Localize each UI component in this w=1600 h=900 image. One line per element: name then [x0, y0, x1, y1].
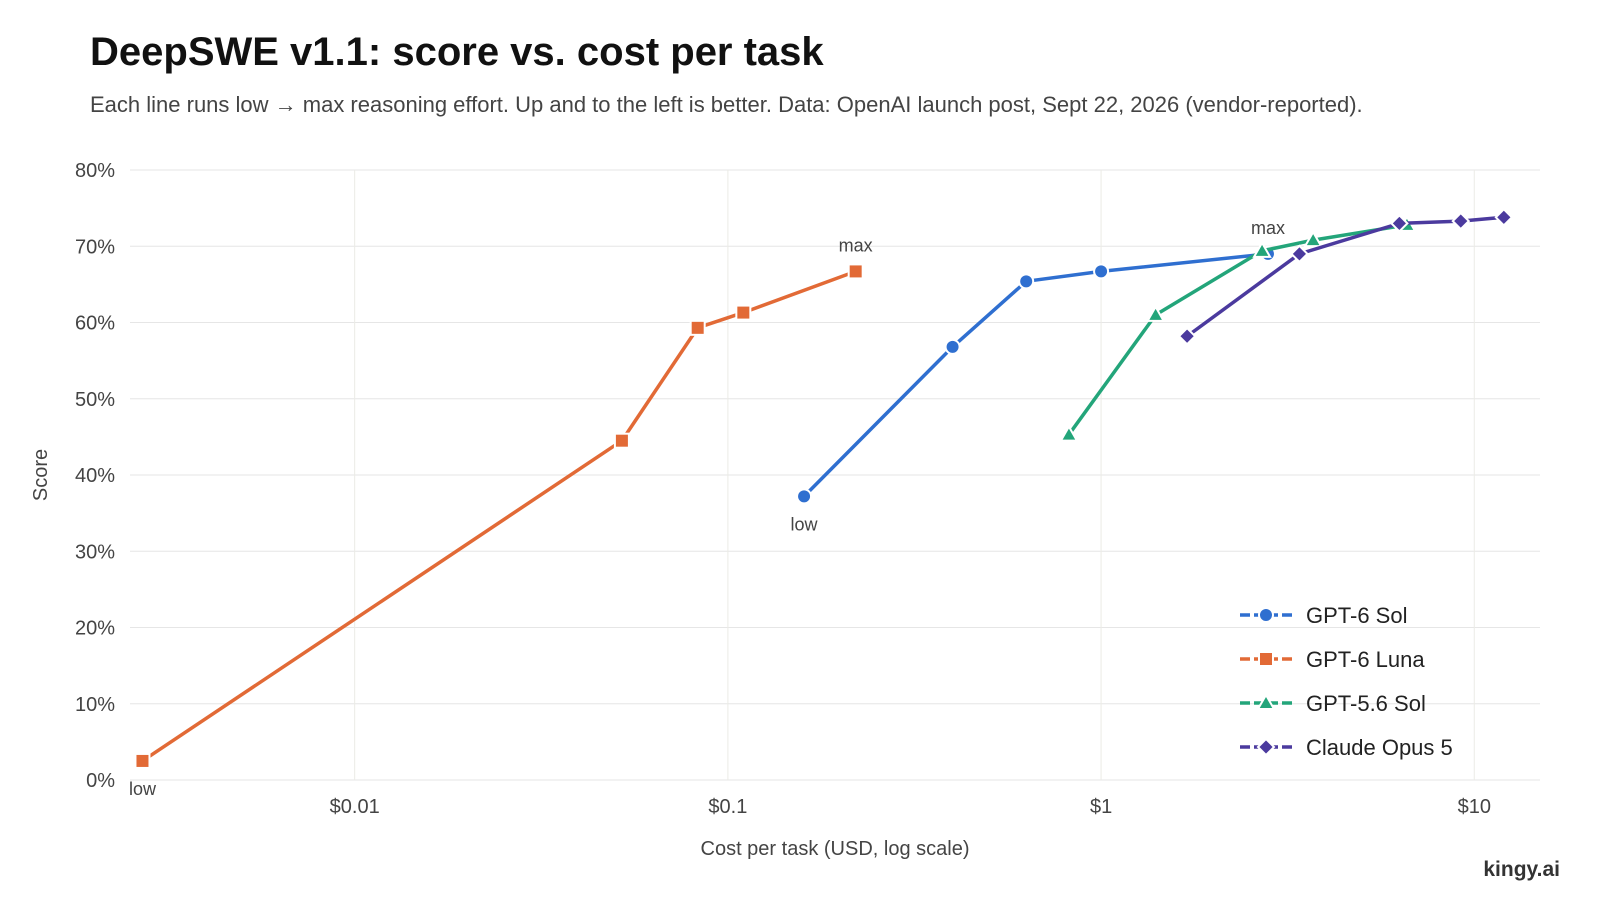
grid-layer [130, 169, 1540, 781]
data-point [1177, 326, 1197, 346]
x-axis-title: Cost per task (USD, log scale) [701, 838, 970, 860]
annotation-max: max [839, 235, 873, 255]
y-tick-label: 0% [86, 770, 115, 792]
legend-swatch-marker [1256, 737, 1276, 757]
legend-label: GPT-5.6 Sol [1306, 691, 1426, 716]
series-gpt-6-luna [134, 263, 864, 769]
data-point [1494, 207, 1514, 227]
legend-swatch-marker [1256, 692, 1276, 710]
data-point [1290, 244, 1309, 264]
watermark: kingy.ai [1483, 858, 1560, 881]
legend-label: GPT-6 Sol [1306, 603, 1407, 628]
y-tick-label: 60% [75, 313, 115, 335]
annotation-layer: low max low max [129, 218, 1285, 799]
data-point [1303, 230, 1323, 248]
data-point [1451, 211, 1471, 231]
y-tick-label: 70% [75, 236, 115, 258]
y-tick-label: 20% [75, 618, 115, 640]
series-claude-opus-5 [1177, 207, 1514, 346]
series-line [140, 269, 858, 763]
x-tick-label: $0.01 [330, 796, 380, 818]
data-point [796, 488, 813, 505]
data-point [847, 263, 864, 280]
data-point [1252, 240, 1272, 258]
data-point [1389, 213, 1409, 233]
legend-item: GPT-6 Luna [1240, 647, 1425, 672]
y-axis-title: Score [30, 449, 52, 501]
data-point [1059, 424, 1079, 442]
y-tick-label: 30% [75, 541, 115, 563]
data-point [1018, 273, 1035, 290]
y-tick-label: 50% [75, 389, 115, 411]
data-point [134, 752, 151, 769]
legend-item: Claude Opus 5 [1240, 735, 1453, 760]
y-tick-label: 40% [75, 465, 115, 487]
annotation-low: low [129, 779, 157, 799]
data-point [735, 304, 752, 321]
x-tick-label: $0.1 [708, 796, 747, 818]
x-tick-label: $10 [1458, 796, 1491, 818]
chart-subtitle: Each line runs low → max reasoning effor… [90, 92, 1363, 117]
y-tick-label: 80% [75, 160, 115, 182]
axis-layer: 0% 10% 20% 30% 40% 50% 60% 70% 80% $0.01 $0.1 $1 $10 [75, 160, 1491, 818]
data-point [613, 432, 630, 449]
y-tick-label: 10% [75, 694, 115, 716]
series-layer [134, 207, 1514, 769]
series-gpt-5-6-sol [1059, 214, 1417, 442]
annotation-max: max [1251, 218, 1285, 238]
data-point [944, 338, 961, 355]
data-point [1093, 263, 1110, 280]
chart-title: DeepSWE v1.1: score vs. cost per task [90, 30, 824, 74]
data-point [689, 319, 706, 336]
legend-swatch-marker [1258, 607, 1274, 623]
series-gpt-6-sol [796, 245, 1276, 505]
annotation-low: low [791, 514, 819, 534]
legend-item: GPT-5.6 Sol [1240, 691, 1426, 716]
x-tick-label: $1 [1090, 796, 1112, 818]
data-point [1145, 304, 1166, 322]
legend-label: Claude Opus 5 [1306, 735, 1453, 760]
legend-label: GPT-6 Luna [1306, 647, 1425, 672]
legend-swatch-marker [1258, 651, 1274, 667]
legend-item: GPT-6 Sol [1240, 603, 1407, 628]
legend: GPT-6 Sol GPT-6 Luna GPT-5.6 Sol Claude Opu… [1240, 603, 1453, 760]
